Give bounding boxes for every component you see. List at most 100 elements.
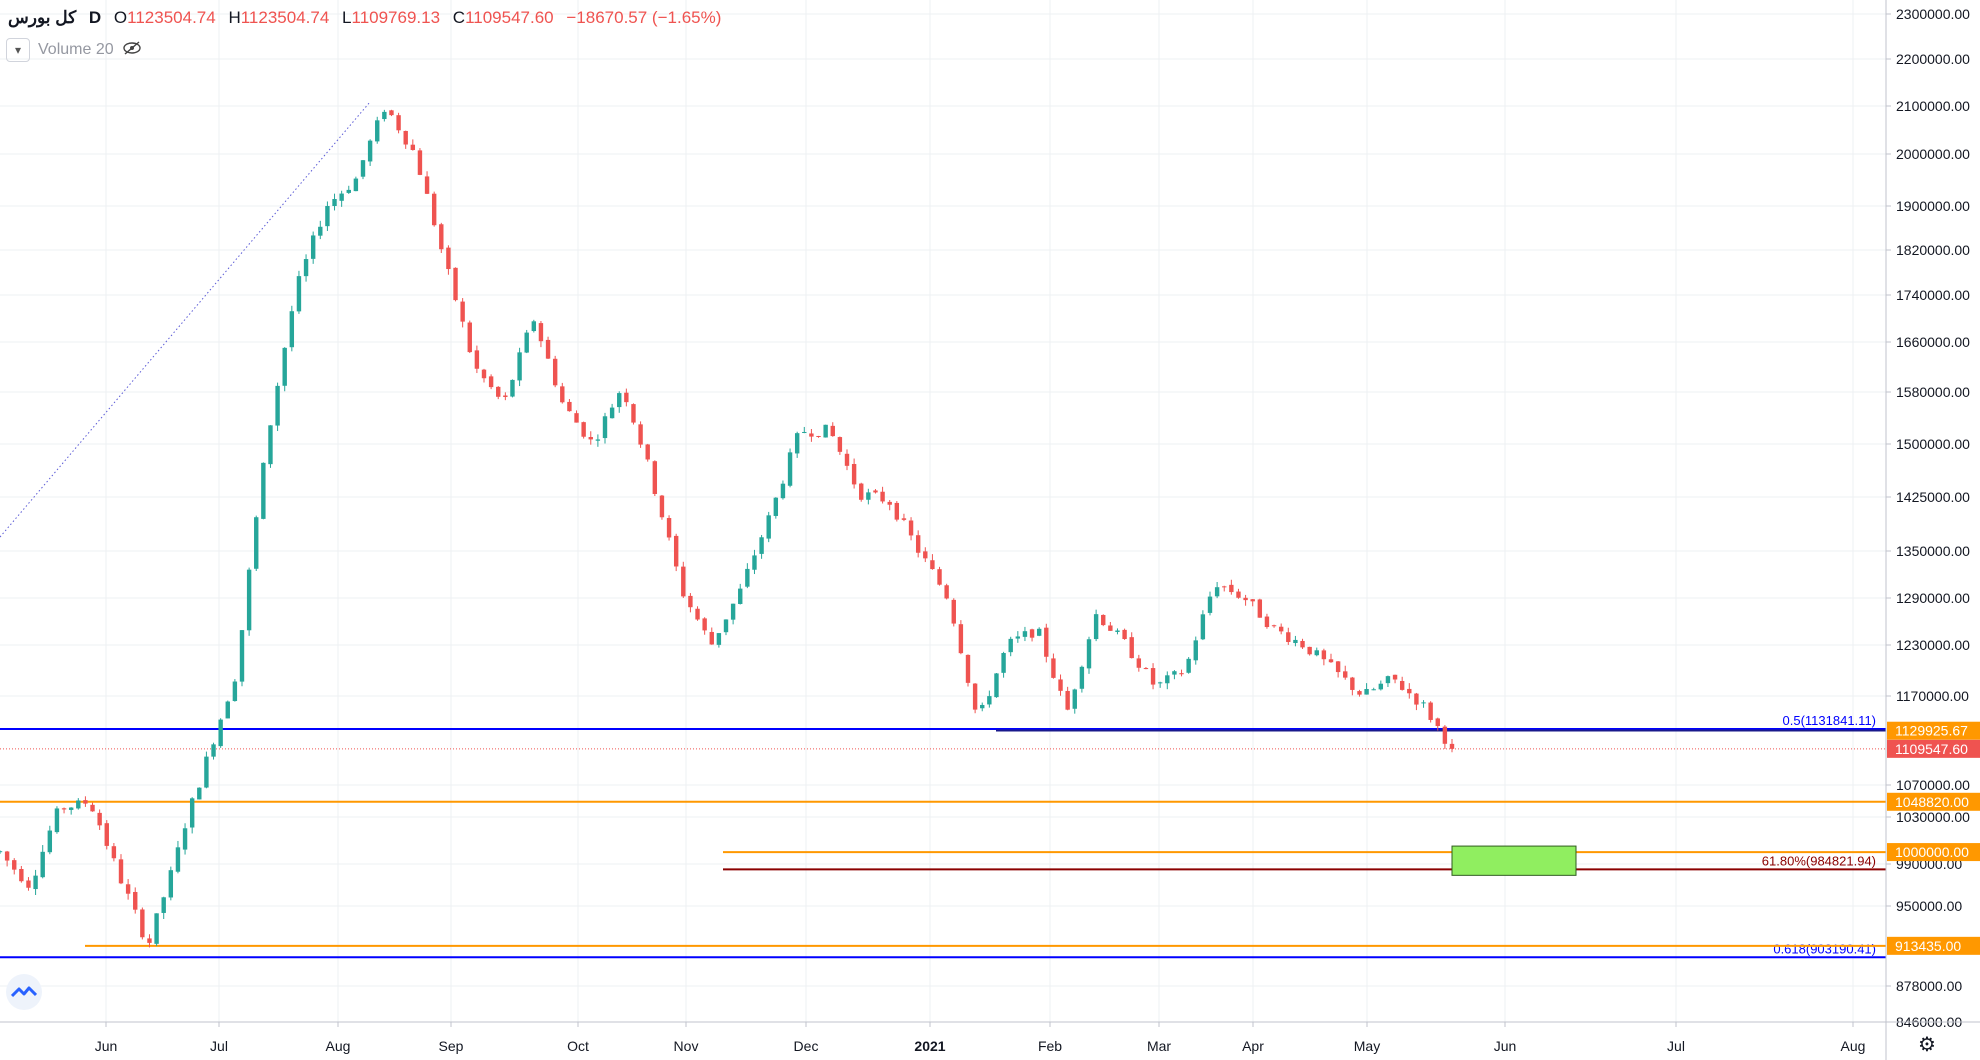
chevron-down-icon[interactable]: ▾ bbox=[6, 38, 30, 62]
candle-body bbox=[1108, 625, 1113, 631]
candle-body bbox=[382, 111, 387, 120]
candle-body bbox=[524, 332, 529, 353]
candle-body bbox=[716, 633, 722, 645]
candle-body bbox=[702, 618, 707, 631]
candle-body bbox=[189, 798, 195, 828]
candle-body bbox=[339, 193, 344, 201]
candle-body bbox=[1172, 671, 1177, 675]
candle-body bbox=[666, 518, 672, 538]
candle-body bbox=[816, 435, 821, 437]
candle-body bbox=[1186, 658, 1191, 673]
candle-body bbox=[609, 407, 615, 419]
candle-body bbox=[695, 608, 700, 620]
time-tick-label: Nov bbox=[674, 1038, 699, 1054]
candle-body bbox=[367, 140, 373, 162]
candle-body bbox=[19, 868, 24, 882]
candle-body bbox=[147, 938, 152, 943]
candle-body bbox=[545, 339, 551, 359]
price-tick-label: 1170000.00 bbox=[1896, 688, 1969, 704]
volume-label: Volume 20 bbox=[38, 41, 114, 58]
candle-body bbox=[1101, 614, 1106, 626]
price-label-text: 1000000.00 bbox=[1895, 844, 1969, 860]
candle-body bbox=[972, 683, 978, 710]
resolution[interactable]: D bbox=[88, 8, 102, 27]
candle-body bbox=[1072, 689, 1077, 709]
candle-body bbox=[915, 535, 921, 553]
price-tick-label: 2300000.00 bbox=[1896, 6, 1970, 22]
volume-indicator[interactable]: ▾ Volume 20 bbox=[6, 38, 142, 62]
candle-body bbox=[1200, 614, 1206, 640]
candle-body bbox=[1143, 668, 1149, 670]
candle-body bbox=[965, 654, 971, 683]
candle-body bbox=[218, 719, 223, 747]
candle-body bbox=[325, 206, 330, 227]
gear-icon[interactable]: ⚙ bbox=[1918, 1034, 1936, 1056]
price-axis: 2300000.00 2200000.00 2100000.00 2000000.00… bbox=[1885, 0, 1970, 1060]
price-label-box bbox=[1887, 792, 1980, 811]
high-label: H bbox=[228, 8, 241, 27]
candle-body bbox=[652, 461, 658, 494]
candle-body bbox=[830, 425, 835, 437]
candle-body bbox=[1335, 661, 1341, 673]
candle-body bbox=[33, 875, 38, 890]
candle-body bbox=[624, 392, 629, 403]
candle-body bbox=[552, 358, 558, 386]
candle-body bbox=[802, 431, 807, 433]
symbol-name[interactable]: کل بورس bbox=[8, 8, 77, 27]
candle-body bbox=[809, 433, 814, 437]
candle-body bbox=[61, 808, 67, 810]
candle-body bbox=[1115, 630, 1120, 632]
candle-body bbox=[1314, 650, 1319, 656]
candle-body bbox=[211, 744, 216, 757]
candle-body bbox=[76, 800, 81, 809]
candle-body bbox=[40, 851, 45, 878]
time-tick-label: Dec bbox=[794, 1038, 819, 1054]
candle-body bbox=[1058, 679, 1063, 691]
candle-body bbox=[424, 176, 430, 194]
candle-body bbox=[197, 787, 202, 800]
candle-body bbox=[1229, 584, 1234, 593]
candle-body bbox=[787, 452, 793, 486]
candle-body bbox=[140, 909, 145, 938]
candle-body bbox=[403, 130, 408, 145]
trend-line bbox=[0, 101, 371, 538]
candle-body bbox=[353, 178, 359, 192]
time-tick-label: Sep bbox=[439, 1038, 464, 1054]
candle-body bbox=[1001, 653, 1006, 673]
candle-body bbox=[638, 424, 643, 445]
candle-body bbox=[496, 386, 501, 397]
time-tick-label: Mar bbox=[1147, 1038, 1171, 1054]
candle-body bbox=[873, 490, 878, 493]
candle-body bbox=[133, 891, 138, 910]
candle-body bbox=[1435, 718, 1440, 727]
candle-body bbox=[1051, 658, 1056, 678]
target-zone-rectangle bbox=[1451, 845, 1577, 876]
candle-body bbox=[673, 535, 679, 567]
candle-body bbox=[1399, 680, 1405, 690]
eye-off-icon[interactable] bbox=[122, 40, 142, 60]
candle-body bbox=[396, 115, 401, 131]
tradingview-logo-icon[interactable] bbox=[6, 974, 42, 1010]
candle-body bbox=[154, 913, 159, 944]
candle-body bbox=[1008, 638, 1013, 653]
candle-body bbox=[688, 595, 693, 608]
candle-body bbox=[446, 247, 451, 270]
candle-body bbox=[375, 120, 380, 142]
candle-body bbox=[1407, 688, 1412, 694]
candle-body bbox=[1385, 676, 1391, 684]
candle-body bbox=[275, 385, 280, 426]
price-tick-label: 1740000.00 bbox=[1896, 287, 1970, 303]
candle-body bbox=[1193, 640, 1198, 661]
candle-body bbox=[944, 585, 949, 599]
candle-body bbox=[866, 492, 871, 500]
candle-body bbox=[1421, 702, 1426, 704]
candle-body bbox=[460, 301, 465, 322]
candle-body bbox=[318, 226, 323, 236]
candle-body bbox=[1257, 599, 1263, 618]
candle-body bbox=[12, 860, 17, 870]
candle-body bbox=[823, 424, 828, 438]
price-label-text: 1109547.60 bbox=[1895, 741, 1968, 757]
candle-body bbox=[232, 681, 238, 702]
price-label-box bbox=[1887, 843, 1980, 862]
